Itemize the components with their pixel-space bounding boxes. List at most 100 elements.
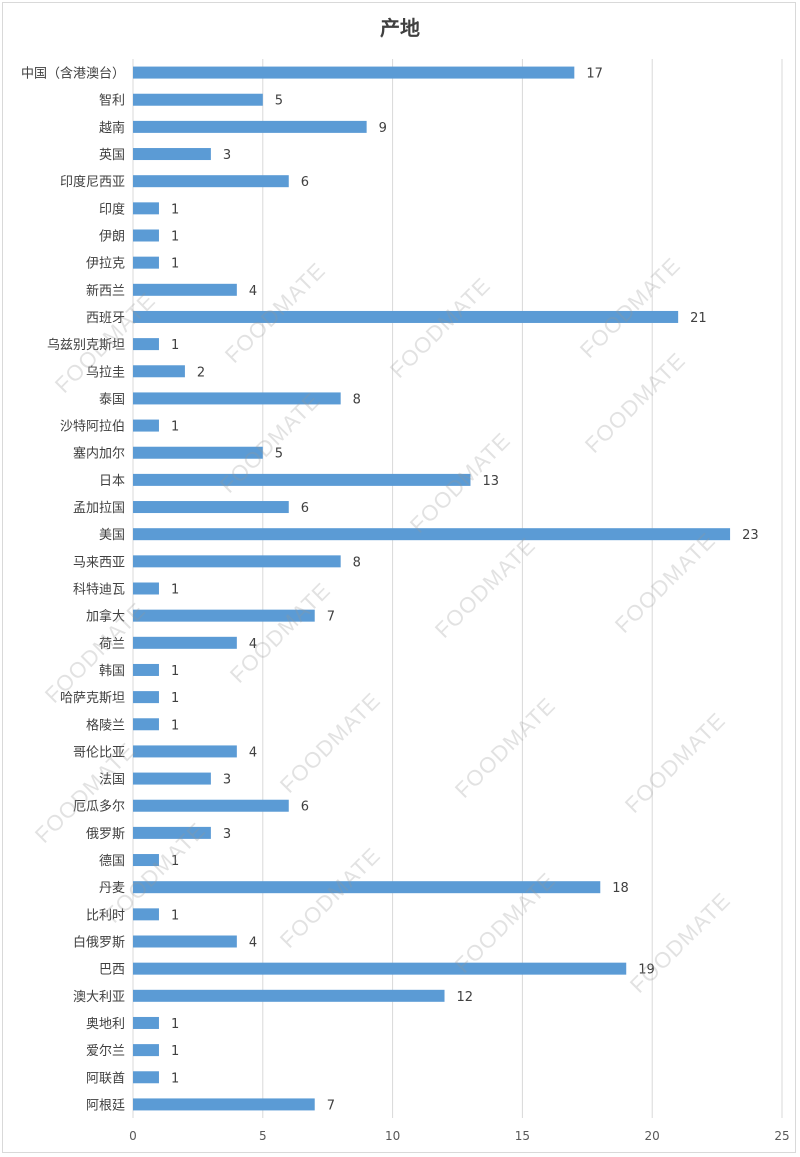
category-label: 泰国: [99, 392, 125, 407]
data-label: 3: [223, 148, 231, 163]
data-label: 1: [171, 1044, 179, 1059]
bar: [133, 419, 159, 432]
bar: [133, 1071, 159, 1084]
data-label: 8: [353, 392, 361, 407]
bar: [133, 555, 341, 568]
x-tick-label: 20: [645, 1129, 660, 1143]
data-label: 4: [249, 936, 257, 951]
data-label: 1: [171, 1017, 179, 1032]
bar: [133, 691, 159, 704]
category-label: 沙特阿拉伯: [60, 420, 125, 435]
bar: [133, 66, 575, 79]
category-label: 荷兰: [99, 637, 125, 652]
category-label: 丹麦: [99, 881, 125, 896]
bar: [133, 663, 159, 676]
data-label: 3: [223, 827, 231, 842]
data-label: 4: [249, 637, 257, 652]
bar: [133, 202, 159, 215]
category-label: 乌拉圭: [86, 364, 125, 380]
category-label: 印度尼西亚: [60, 174, 125, 190]
data-label: 8: [353, 555, 361, 570]
data-label: 3: [223, 773, 231, 788]
data-label: 1: [171, 257, 179, 272]
category-label: 韩国: [99, 664, 125, 679]
bar: [133, 365, 185, 378]
category-label: 乌兹别克斯坦: [47, 337, 125, 353]
x-tick-label: 5: [259, 1129, 267, 1143]
category-label: 孟加拉国: [73, 501, 125, 516]
category-label: 白俄罗斯: [73, 935, 125, 951]
data-label: 2: [197, 365, 205, 380]
category-label: 哥伦比亚: [73, 745, 125, 760]
bar: [133, 256, 159, 269]
bar: [133, 745, 237, 758]
bar: [133, 826, 211, 839]
x-tick-label: 10: [385, 1129, 400, 1143]
category-label: 伊拉克: [86, 257, 125, 272]
category-label: 阿联酋: [86, 1070, 125, 1086]
data-label: 21: [690, 311, 707, 326]
category-label: 哈萨克斯坦: [60, 691, 125, 706]
chart-title: 产地: [380, 16, 420, 40]
x-tick-label: 0: [129, 1129, 137, 1143]
data-label: 19: [638, 963, 655, 978]
bar: [133, 392, 341, 405]
data-label: 1: [171, 202, 179, 217]
data-label: 12: [457, 990, 474, 1005]
data-label: 1: [171, 718, 179, 733]
bar: [133, 229, 159, 242]
category-label: 法国: [99, 773, 125, 788]
category-label: 新西兰: [86, 283, 125, 299]
data-label: 1: [171, 1071, 179, 1086]
bar: [133, 772, 211, 785]
data-label: 1: [171, 230, 179, 245]
category-label: 奥地利: [86, 1017, 125, 1032]
data-label: 4: [249, 284, 257, 299]
bar: [133, 93, 263, 106]
bar: [133, 1098, 315, 1111]
category-label: 厄瓜多尔: [73, 799, 125, 815]
data-label: 1: [171, 338, 179, 353]
bar: [133, 935, 237, 948]
data-label: 13: [482, 474, 499, 489]
data-label: 1: [171, 420, 179, 435]
bar: [133, 799, 289, 812]
bar: [133, 636, 237, 649]
category-label: 爱尔兰: [86, 1044, 125, 1059]
data-label: 17: [586, 67, 603, 82]
bar: [133, 338, 159, 351]
bar: [133, 718, 159, 731]
x-tick-label: 25: [774, 1129, 789, 1143]
data-label: 9: [379, 121, 387, 136]
bar: [133, 310, 679, 323]
category-label: 塞内加尔: [73, 446, 125, 462]
category-label: 越南: [99, 120, 125, 136]
data-label: 23: [742, 528, 759, 543]
category-label: 美国: [99, 528, 125, 543]
bar: [133, 881, 601, 894]
category-label: 英国: [99, 148, 125, 163]
bar: [133, 1016, 159, 1029]
category-label: 格陵兰: [86, 717, 125, 733]
data-label: 5: [275, 94, 283, 109]
bar: [133, 908, 159, 921]
category-label: 智利: [99, 94, 125, 109]
data-label: 18: [612, 881, 629, 896]
bar: [133, 501, 289, 514]
category-label: 日本: [99, 474, 125, 489]
category-label: 巴西: [99, 963, 125, 978]
category-label: 德国: [99, 854, 125, 869]
category-label: 印度: [99, 201, 125, 217]
bar: [133, 582, 159, 595]
bar: [133, 962, 627, 975]
category-label: 中国（含港澳台）: [21, 66, 125, 82]
data-label: 7: [327, 1098, 335, 1113]
data-label: 6: [301, 175, 309, 190]
bar: [133, 175, 289, 188]
data-label: 1: [171, 854, 179, 869]
bar: [133, 609, 315, 622]
category-label: 伊朗: [99, 230, 125, 245]
category-label: 阿根廷: [86, 1098, 125, 1113]
data-label: 7: [327, 610, 335, 625]
